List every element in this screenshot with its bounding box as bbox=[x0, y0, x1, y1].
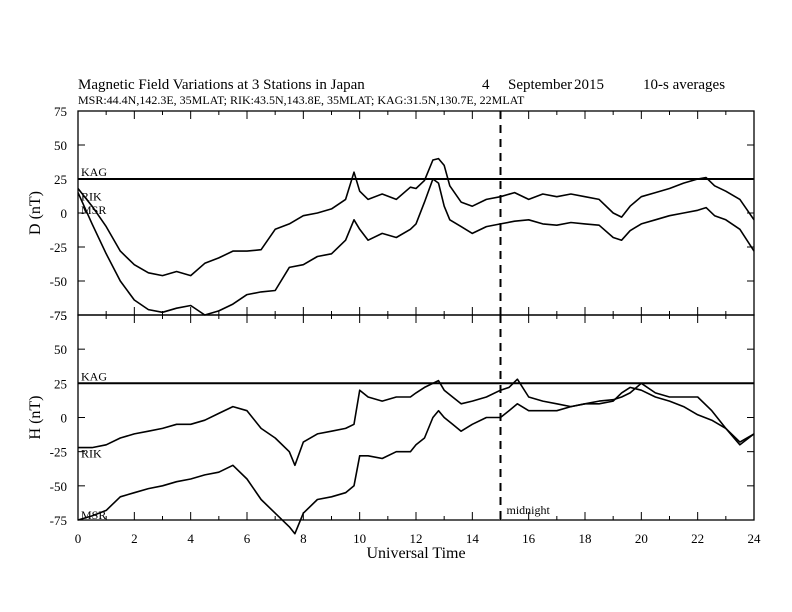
d-panel-y-tick-label: -75 bbox=[50, 308, 67, 323]
x-tick-label: 6 bbox=[244, 531, 251, 546]
h-panel-series-label-kag: KAG bbox=[81, 369, 107, 383]
d-panel-y-tick-label: 25 bbox=[54, 172, 67, 187]
d-panel-y-tick-label: -50 bbox=[50, 274, 67, 289]
x-tick-label: 20 bbox=[635, 531, 648, 546]
h-panel-y-tick-label: 75 bbox=[54, 308, 67, 323]
x-tick-label: 14 bbox=[466, 531, 480, 546]
x-tick-label: 0 bbox=[75, 531, 82, 546]
d-panel-y-tick-label: -25 bbox=[50, 240, 67, 255]
h-panel-series-label-msr: MSR bbox=[81, 508, 106, 522]
date-month: September bbox=[508, 77, 572, 93]
h-panel-y-tick-label: -50 bbox=[50, 479, 67, 494]
x-tick-label: 16 bbox=[522, 531, 536, 546]
x-tick-label: 22 bbox=[691, 531, 704, 546]
x-tick-label: 4 bbox=[187, 531, 194, 546]
d-panel-series-label-rik: RIK bbox=[81, 189, 102, 203]
d-panel-y-tick-label: 75 bbox=[54, 104, 67, 119]
x-tick-label: 12 bbox=[410, 531, 423, 546]
averaging-label: 10-s averages bbox=[643, 77, 725, 93]
h-panel-frame bbox=[77, 314, 755, 521]
h-panel-y-tick-label: -75 bbox=[50, 513, 67, 528]
h-panel-y-tick-label: 25 bbox=[54, 376, 67, 391]
x-tick-label: 10 bbox=[353, 531, 366, 546]
midnight-label: midnight bbox=[507, 503, 551, 517]
d-panel-series-label-kag: KAG bbox=[81, 165, 107, 179]
x-tick-label: 24 bbox=[748, 531, 762, 546]
x-tick-label: 18 bbox=[579, 531, 592, 546]
x-axis-label: Universal Time bbox=[366, 545, 465, 562]
h-panel-y-tick-label: 50 bbox=[54, 342, 67, 357]
date-year: 2015 bbox=[574, 77, 604, 93]
x-tick-label: 2 bbox=[131, 531, 138, 546]
h-panel-series-msr bbox=[77, 386, 755, 535]
h-panel-series-rik bbox=[78, 378, 755, 467]
x-tick-label: 8 bbox=[300, 531, 307, 546]
date-day: 4 bbox=[482, 77, 490, 93]
d-panel-series-label-msr: MSR bbox=[81, 203, 106, 217]
d-panel-y-tick-label: 0 bbox=[61, 206, 68, 221]
h-panel-y-tick-label: 0 bbox=[61, 411, 68, 426]
d-panel-frame bbox=[77, 110, 755, 316]
d-panel-y-axis-label: D (nT) bbox=[27, 191, 44, 235]
d-panel-series-msr bbox=[77, 178, 755, 316]
chart-title: Magnetic Field Variations at 3 Stations … bbox=[78, 77, 365, 93]
h-panel-series-label-rik: RIK bbox=[81, 447, 102, 461]
stations-info: MSR:44.4N,142.3E, 35MLAT; RIK:43.5N,143.… bbox=[78, 93, 525, 107]
d-panel-y-tick-label: 50 bbox=[54, 138, 67, 153]
h-panel-y-tick-label: -25 bbox=[50, 445, 67, 460]
d-panel-series-rik bbox=[77, 157, 755, 277]
h-panel-y-axis-label: H (nT) bbox=[27, 396, 44, 440]
